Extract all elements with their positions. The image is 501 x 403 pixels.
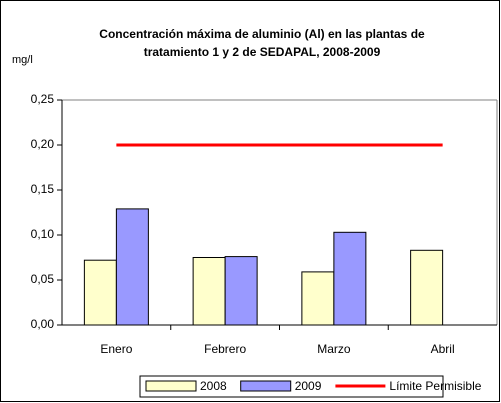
bar — [224, 256, 258, 326]
chart-title: tratamiento 1 y 2 de SEDAPAL, 2008-2009 — [144, 45, 381, 59]
y-tick-label: 0,00 — [31, 317, 55, 331]
x-tick-label: Marzo — [317, 342, 351, 356]
x-tick-label: Abril — [431, 342, 455, 356]
legend-label: Límite Permisible — [389, 379, 481, 393]
y-tick-label: 0,10 — [31, 227, 55, 241]
y-axis-label: mg/l — [12, 54, 33, 66]
bar — [192, 257, 226, 326]
bar — [301, 271, 335, 326]
bar — [333, 231, 367, 326]
legend-label: 2008 — [200, 379, 227, 393]
bar — [115, 208, 149, 326]
y-tick-label: 0,20 — [31, 137, 55, 151]
bar — [410, 249, 444, 326]
legend-label: 2009 — [295, 379, 322, 393]
y-tick-label: 0,15 — [31, 182, 55, 196]
bar — [83, 259, 117, 326]
legend-box — [139, 375, 444, 398]
y-tick-label: 0,25 — [31, 92, 55, 106]
x-tick-label: Febrero — [204, 342, 246, 356]
chart-title: Concentración máxima de aluminio (Al) en… — [99, 27, 425, 41]
x-tick-label: Enero — [100, 342, 132, 356]
legend-swatch — [145, 380, 197, 392]
y-tick-label: 0,05 — [31, 272, 55, 286]
legend-swatch — [240, 380, 292, 392]
